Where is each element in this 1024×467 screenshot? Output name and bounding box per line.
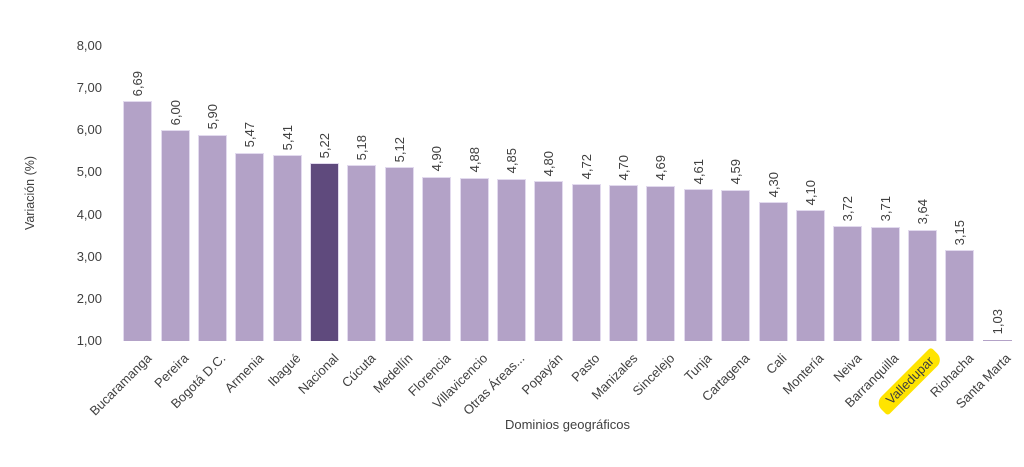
bar-value-label: 4,88 [466,147,482,173]
bar [422,176,452,341]
bar-column: 4,61 [680,46,717,341]
bar [758,201,788,341]
y-axis-tick-label: 2,00 [76,290,102,306]
bar-value-label: 5,22 [317,132,333,159]
bar-column: 4,90 [418,46,455,341]
bar [945,250,975,341]
bar-value-label: 4,80 [541,150,557,176]
bar-value-label: 4,90 [429,146,445,172]
bar-value-label: 3,15 [952,220,968,246]
bar-value-label: 6,69 [130,70,146,97]
bar-column: 4,10 [792,46,829,341]
bar-column: 3,71 [867,46,904,341]
bar-column: 5,22 [306,46,343,341]
bar [833,226,863,341]
bar [235,152,265,341]
bar [384,167,414,341]
bar-value-label: 4,61 [690,158,706,184]
bar [272,155,302,341]
bar [908,229,938,341]
bar-column: 5,90 [194,46,231,341]
bar-value-label: 5,12 [391,137,407,163]
bar-column: 4,69 [642,46,679,341]
x-axis-title: Dominios geográficos [504,417,630,432]
bar-value-label: 4,70 [616,154,632,181]
bar-value-label: 4,72 [578,153,594,180]
bar-value-label: 5,47 [242,122,258,148]
bar [160,130,190,341]
bar-column: 3,15 [941,46,978,341]
bar [197,134,227,341]
bar-column: 4,30 [754,46,791,341]
bar [870,226,900,341]
x-axis-tick-label: Bucaramanga [86,350,155,419]
bar-column: 4,70 [605,46,642,341]
bar-value-label: 3,72 [840,196,856,222]
bar-value-label: 6,00 [167,99,183,126]
bar [496,178,526,341]
bar-value-label: 4,10 [802,180,818,206]
bar-column: 3,72 [829,46,866,341]
bar-value-label: 5,18 [354,134,370,160]
bar-value-label: 5,41 [279,124,295,151]
bar [982,339,1012,341]
bar-column: 1,03 [979,46,1016,341]
bar-value-label: 4,30 [765,171,781,197]
bar-column: 5,18 [343,46,380,341]
y-axis-title: Variación (%) [23,155,37,231]
bar [534,180,564,341]
bar-column: 5,41 [269,46,306,341]
y-axis-tick-label: 3,00 [76,248,102,264]
bar [123,101,153,341]
bar-column: 5,12 [381,46,418,341]
bar-column: 4,80 [530,46,567,341]
bar [347,164,377,341]
bar-column: 4,88 [455,46,492,341]
bar-emphasized [310,163,340,341]
bar-column: 6,00 [156,46,193,341]
y-axis-tick-label: 6,00 [76,122,102,138]
bar-column: 4,85 [493,46,530,341]
bar-column: 6,69 [119,46,156,341]
bar-value-label: 3,71 [877,196,893,222]
bar-value-label: 4,59 [728,159,744,185]
bar [571,184,601,341]
bar-value-label: 4,69 [653,155,669,181]
bar-value-label: 5,90 [204,104,220,130]
bar-value-label: 3,64 [915,199,931,225]
bar [683,188,713,341]
bar-value-label: 4,85 [503,148,519,174]
y-axis-tick-label: 7,00 [76,80,102,96]
bar-column: 4,59 [717,46,754,341]
bar-column: 3,64 [904,46,941,341]
bar [646,185,676,341]
y-axis-tick-label: 1,00 [76,333,102,348]
bar [609,185,639,341]
y-axis-tick-label: 5,00 [76,164,102,180]
bar [459,177,489,341]
plot-area: 6,69 6,00 5,90 5,47 5,41 5,22 5,18 5,12 4,90 4,88… [119,46,1016,341]
bar-column: 5,47 [231,46,268,341]
y-axis: 8,00 7,00 6,00 5,00 4,00 3,00 2,00 1,00 [55,38,102,348]
bar-column: 4,72 [568,46,605,341]
bar [795,210,825,341]
y-axis-tick-label: 4,00 [76,206,102,222]
bar-value-label: 1,03 [989,309,1005,335]
bar [721,189,751,341]
y-axis-tick-label: 8,00 [76,38,102,53]
